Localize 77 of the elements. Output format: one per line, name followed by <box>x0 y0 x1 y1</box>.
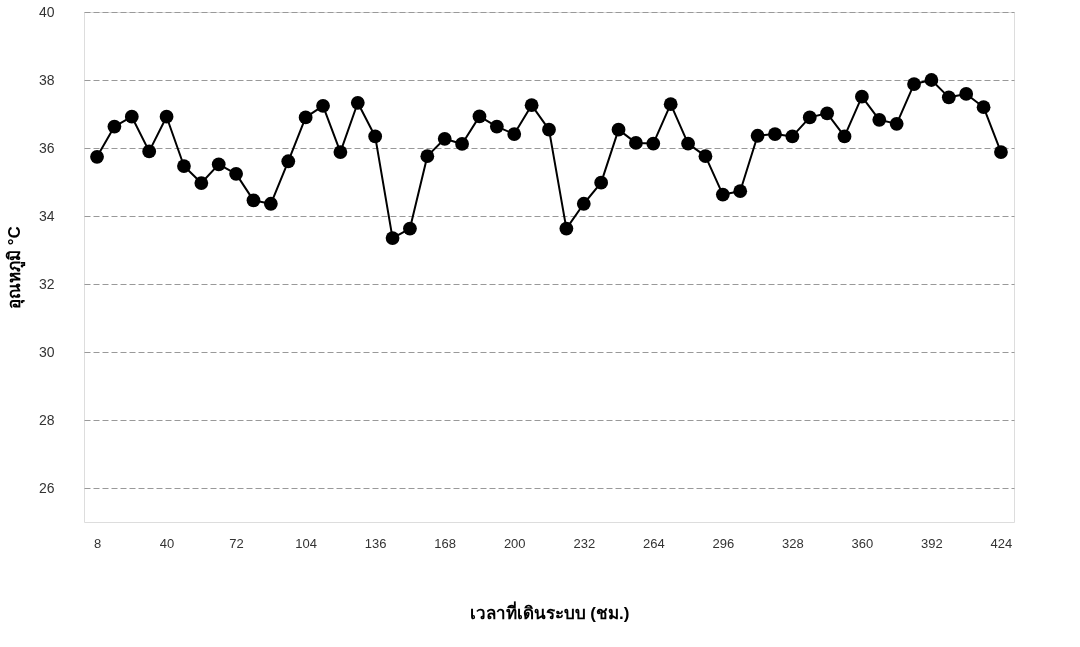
x-tick-label: 264 <box>642 535 665 551</box>
point <box>872 112 887 127</box>
point <box>524 98 539 113</box>
point <box>681 136 695 151</box>
x-axis-title: เวลาที่เดินระบบ (ชม.) <box>469 600 630 623</box>
x-tick-label: 424 <box>990 535 1013 551</box>
y-tick-label: 34 <box>38 207 55 224</box>
point <box>959 87 974 101</box>
point <box>159 109 174 124</box>
x-tick-label: 296 <box>712 535 735 551</box>
point <box>785 129 800 144</box>
point <box>281 154 296 169</box>
point <box>194 176 209 190</box>
point <box>715 187 730 202</box>
point <box>177 159 191 173</box>
point <box>559 221 574 236</box>
x-tick-label: 328 <box>782 535 804 551</box>
point <box>698 149 713 164</box>
x-tick-label: 360 <box>851 535 874 551</box>
point <box>385 231 400 245</box>
x-tick-label: 136 <box>364 535 387 551</box>
y-tick-label: 28 <box>38 411 55 428</box>
point <box>368 129 383 144</box>
point <box>820 106 835 121</box>
point <box>455 137 469 151</box>
y-tick-label: 30 <box>38 343 55 360</box>
point <box>420 149 435 164</box>
point <box>124 109 139 124</box>
point <box>229 166 243 181</box>
point <box>611 122 626 137</box>
point <box>750 128 765 143</box>
x-tick-label: 72 <box>229 535 244 551</box>
y-axis-title: อุณหภูมิ °C <box>4 226 26 309</box>
point <box>542 122 556 137</box>
point <box>142 144 157 159</box>
point <box>350 95 365 110</box>
point <box>576 196 591 211</box>
point <box>90 149 104 164</box>
point <box>472 109 487 124</box>
point <box>733 184 748 199</box>
x-tick-label: 40 <box>159 535 175 551</box>
point <box>246 193 261 208</box>
point <box>663 97 678 112</box>
point <box>976 100 991 115</box>
point <box>907 77 921 91</box>
point <box>333 145 348 159</box>
x-tick-label: 8 <box>93 535 102 551</box>
point <box>437 131 452 146</box>
x-tick-label: 104 <box>295 535 317 551</box>
y-tick-label: 36 <box>38 139 55 156</box>
point <box>994 145 1008 159</box>
point <box>802 110 817 125</box>
point <box>941 90 956 105</box>
x-tick-label: 232 <box>573 535 596 551</box>
y-tick-label: 40 <box>38 3 55 20</box>
point <box>646 136 661 151</box>
point <box>211 157 226 172</box>
y-tick-label: 32 <box>38 275 55 292</box>
point <box>263 196 278 211</box>
y-tick-label: 26 <box>38 479 55 496</box>
x-tick-label: 168 <box>434 535 457 551</box>
point <box>629 136 643 150</box>
point <box>924 73 939 87</box>
point <box>507 127 522 141</box>
point <box>403 221 417 236</box>
point <box>768 127 782 141</box>
point <box>837 129 852 144</box>
point <box>594 175 609 190</box>
x-tick-label: 200 <box>503 535 526 551</box>
point <box>889 116 904 131</box>
y-tick-label: 38 <box>38 71 55 88</box>
point <box>298 110 313 125</box>
x-tick-label: 392 <box>921 535 943 551</box>
point <box>855 89 869 104</box>
point <box>489 119 504 134</box>
point <box>107 119 122 134</box>
point <box>316 98 330 113</box>
